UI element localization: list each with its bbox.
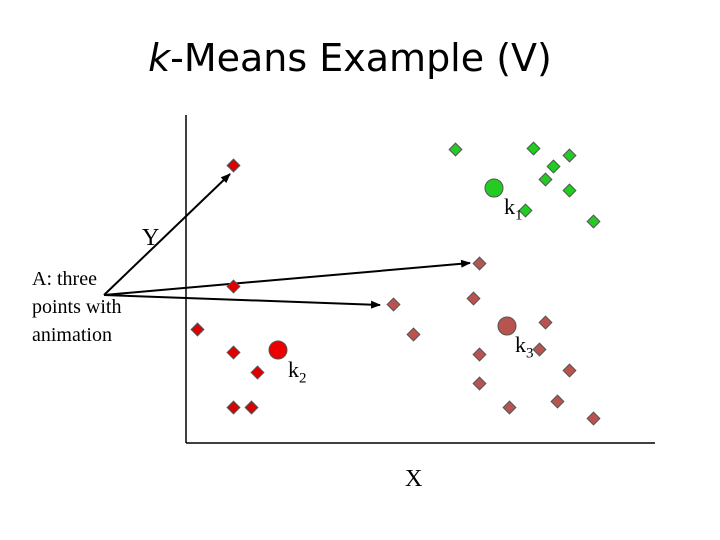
centroid-label-subscript: 1 — [515, 207, 523, 224]
arrow-3 — [103, 294, 381, 309]
point — [406, 327, 421, 342]
point — [472, 376, 487, 391]
point — [226, 400, 241, 415]
point — [550, 394, 565, 409]
centroid-label-k1: k1 — [504, 194, 523, 224]
point — [226, 279, 241, 294]
cluster-2-points — [190, 158, 265, 415]
point — [562, 183, 577, 198]
point — [502, 400, 517, 415]
point — [538, 172, 553, 187]
point — [546, 159, 561, 174]
point — [448, 142, 463, 157]
arrow-2 — [103, 259, 471, 296]
centroid-label-letter: k — [504, 194, 515, 219]
centroid-k3 — [497, 316, 517, 336]
point — [466, 291, 481, 306]
point — [526, 141, 541, 156]
centroid-label-k3: k3 — [515, 332, 534, 362]
cluster-1-points — [448, 141, 601, 229]
x-axis-label: X — [405, 466, 423, 492]
annotation-line: A: three — [32, 268, 97, 290]
centroid-label-subscript: 2 — [299, 370, 307, 387]
annotation-line: animation — [32, 324, 112, 346]
arrow-1 — [103, 173, 231, 296]
point — [472, 256, 487, 271]
point — [586, 214, 601, 229]
point — [532, 342, 547, 357]
slide-title: k-Means Example (V) — [0, 36, 700, 80]
point — [472, 347, 487, 362]
annotation-line: points with — [32, 296, 122, 318]
title-rest: -Means Example (V) — [170, 36, 552, 80]
point — [226, 345, 241, 360]
point — [562, 363, 577, 378]
centroid-label-k2: k2 — [288, 357, 307, 387]
point — [244, 400, 259, 415]
y-axis-label: Y — [142, 225, 160, 251]
point — [538, 315, 553, 330]
point — [250, 365, 265, 380]
centroid-label-letter: k — [515, 332, 526, 357]
point — [586, 411, 601, 426]
centroid-k1 — [484, 178, 504, 198]
point — [386, 297, 401, 312]
title-k: k — [148, 36, 171, 80]
cluster-3-points — [386, 256, 601, 426]
point — [190, 322, 205, 337]
centroid-k2 — [268, 340, 288, 360]
centroid-label-subscript: 3 — [526, 345, 534, 362]
point — [226, 158, 241, 173]
annotation-text: A: three points with animation — [32, 265, 121, 349]
point — [518, 203, 533, 218]
point — [562, 148, 577, 163]
centroid-label-letter: k — [288, 357, 299, 382]
